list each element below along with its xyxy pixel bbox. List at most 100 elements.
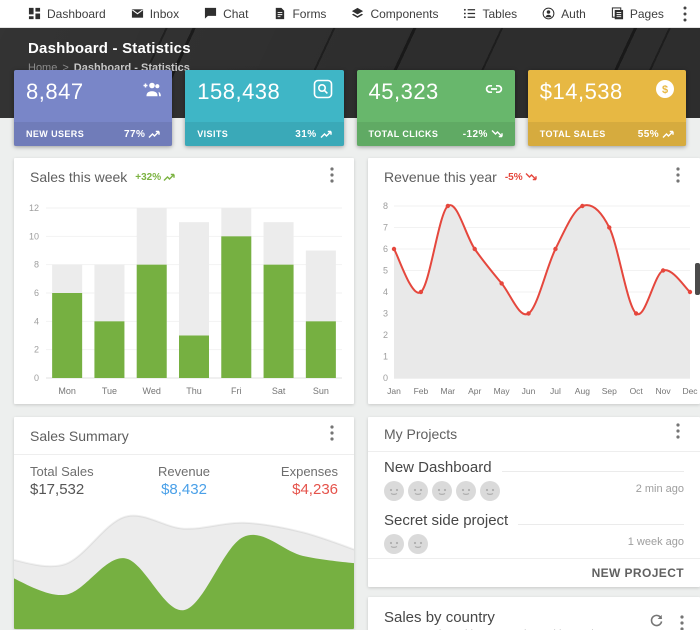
svg-text:2: 2	[34, 345, 39, 355]
svg-text:Oct: Oct	[630, 386, 644, 396]
svg-text:May: May	[494, 386, 511, 396]
svg-text:Sat: Sat	[272, 386, 286, 396]
stats-row: 8,847 NEW USERS 77% 158,438 VISITS 31% 4…	[0, 70, 700, 146]
sales-summary-area-chart	[14, 514, 354, 629]
avatar	[480, 480, 500, 501]
stat-percent: 77%	[124, 128, 146, 140]
card-menu-button[interactable]	[676, 613, 688, 630]
card-title: Sales this week	[30, 169, 128, 185]
project-item[interactable]: Secret side project 1 week ago	[368, 505, 700, 558]
card-title: Sales Summary	[30, 427, 129, 444]
nav-label: Chat	[223, 6, 249, 21]
svg-text:0: 0	[34, 373, 39, 383]
projects-footer: NEW PROJECT	[368, 557, 700, 587]
svg-text:8: 8	[383, 201, 388, 211]
card-title: My Projects	[384, 425, 458, 442]
nav-item-dashboard[interactable]: Dashboard	[28, 7, 106, 21]
svg-text:Sep: Sep	[602, 386, 617, 396]
kebab-icon	[330, 166, 334, 183]
svg-text:Feb: Feb	[414, 386, 429, 396]
stat-trend: 55%	[638, 129, 674, 140]
nav-item-components[interactable]: Components	[351, 7, 438, 21]
svg-text:Nov: Nov	[656, 386, 672, 396]
nav-label: Pages	[629, 6, 664, 21]
nav-more-menu[interactable]	[679, 4, 691, 24]
nav-item-pages[interactable]: Pages	[611, 7, 664, 21]
stat-card-visits[interactable]: 158,438 VISITS 31%	[185, 70, 344, 146]
search-icon	[313, 79, 333, 104]
link-icon	[484, 79, 504, 104]
nav-item-inbox[interactable]: Inbox	[131, 7, 179, 21]
stat-footer: TOTAL CLICKS -12%	[356, 122, 515, 146]
svg-text:4: 4	[383, 287, 388, 297]
stat-card-total-clicks[interactable]: 45,323 TOTAL CLICKS -12%	[356, 70, 515, 146]
card-title: Sales by country	[384, 609, 495, 626]
svg-text:Jun: Jun	[522, 386, 536, 396]
stat-footer: VISITS 31%	[185, 122, 344, 146]
divider	[518, 523, 684, 525]
refresh-button[interactable]	[649, 613, 664, 630]
forms-icon	[276, 7, 285, 20]
card-menu-button[interactable]	[326, 165, 338, 190]
stat-percent: 55%	[637, 128, 659, 140]
scrollbar-thumb[interactable]	[695, 263, 700, 295]
revenue-year-card: Revenue this year -5% 0 1 2 3 4 5 6 7 8 Jan Feb Mar…	[368, 158, 700, 404]
sales-by-country-card: Sales by country Top 3 countries sold 34…	[368, 597, 700, 630]
right-column: My Projects New Dashboard 2 min ago Secr…	[368, 417, 700, 630]
chat-icon	[205, 7, 217, 19]
revenue-year-line-chart: 0 1 2 3 4 5 6 7 8 Jan Feb Mar Apr May Jun Jul Aug Sep Oct N…	[383, 201, 698, 396]
summary-stats: Total Sales $17,532 Revenue $8,432 Expen…	[14, 455, 354, 498]
trending-up-icon	[662, 130, 674, 138]
sales-week-card: Sales this week +32% 0 2 4 6 8 10 12 Mon Tue Wed T…	[14, 158, 354, 404]
svg-text:2: 2	[383, 330, 388, 340]
project-item[interactable]: New Dashboard 2 min ago	[368, 452, 700, 505]
card-header: Revenue this year -5%	[368, 158, 700, 196]
svg-text:Thu: Thu	[186, 386, 202, 396]
avatar	[432, 480, 452, 501]
stat-card-total-sales[interactable]: $14,538 $ TOTAL SALES 55%	[527, 70, 686, 146]
kebab-icon	[683, 6, 687, 21]
svg-text:Tue: Tue	[102, 386, 117, 396]
nav-item-chat[interactable]: Chat	[204, 7, 248, 21]
trending-up-icon	[148, 130, 160, 138]
sales-summary-card: Sales Summary Total Sales $17,532 Revenu…	[14, 417, 354, 629]
page-title: Dashboard - Statistics	[28, 40, 191, 57]
pages-icon	[611, 7, 623, 20]
trend-badge: +32%	[135, 172, 175, 183]
svg-text:Sun: Sun	[313, 386, 329, 396]
svg-text:0: 0	[383, 373, 388, 383]
top-navbar: Dashboard Inbox Chat Forms Components Ta…	[0, 0, 700, 28]
nav-item-auth[interactable]: Auth	[542, 7, 586, 21]
auth-icon	[542, 7, 555, 20]
card-menu-button[interactable]	[672, 421, 684, 446]
badge-text: -5%	[504, 171, 523, 183]
nav-item-forms[interactable]: Forms	[273, 7, 326, 21]
new-project-button[interactable]: NEW PROJECT	[591, 565, 684, 580]
avatar	[384, 533, 404, 554]
stat-card-new-users[interactable]: 8,847 NEW USERS 77%	[14, 70, 173, 146]
stat-percent: -12%	[462, 128, 488, 140]
card-title: Revenue this year	[384, 169, 497, 185]
stat-value: 8,847	[26, 79, 84, 104]
project-avatars	[384, 480, 500, 501]
avatar	[384, 480, 404, 501]
stat-label: TOTAL CLICKS	[368, 129, 439, 139]
trend-badge: -5%	[505, 172, 537, 183]
trending-down-icon	[491, 130, 503, 138]
svg-text:6: 6	[383, 244, 388, 254]
card-menu-button[interactable]	[326, 423, 338, 448]
summary-stat-expenses: Expenses $4,236	[235, 464, 338, 498]
refresh-icon	[650, 614, 663, 627]
svg-text:$: $	[662, 84, 668, 96]
card-menu-button[interactable]	[672, 165, 684, 190]
svg-text:10: 10	[29, 231, 39, 241]
breadcrumb-separator: >	[62, 62, 69, 74]
summary-value: $8,432	[161, 481, 207, 498]
stat-percent: 31%	[295, 128, 317, 140]
svg-text:Wed: Wed	[143, 386, 161, 396]
nav-item-tables[interactable]: Tables	[463, 7, 517, 21]
summary-value: $4,236	[292, 481, 339, 498]
stat-label: TOTAL SALES	[539, 129, 606, 139]
svg-text:5: 5	[383, 266, 388, 276]
kebab-icon	[330, 425, 334, 441]
